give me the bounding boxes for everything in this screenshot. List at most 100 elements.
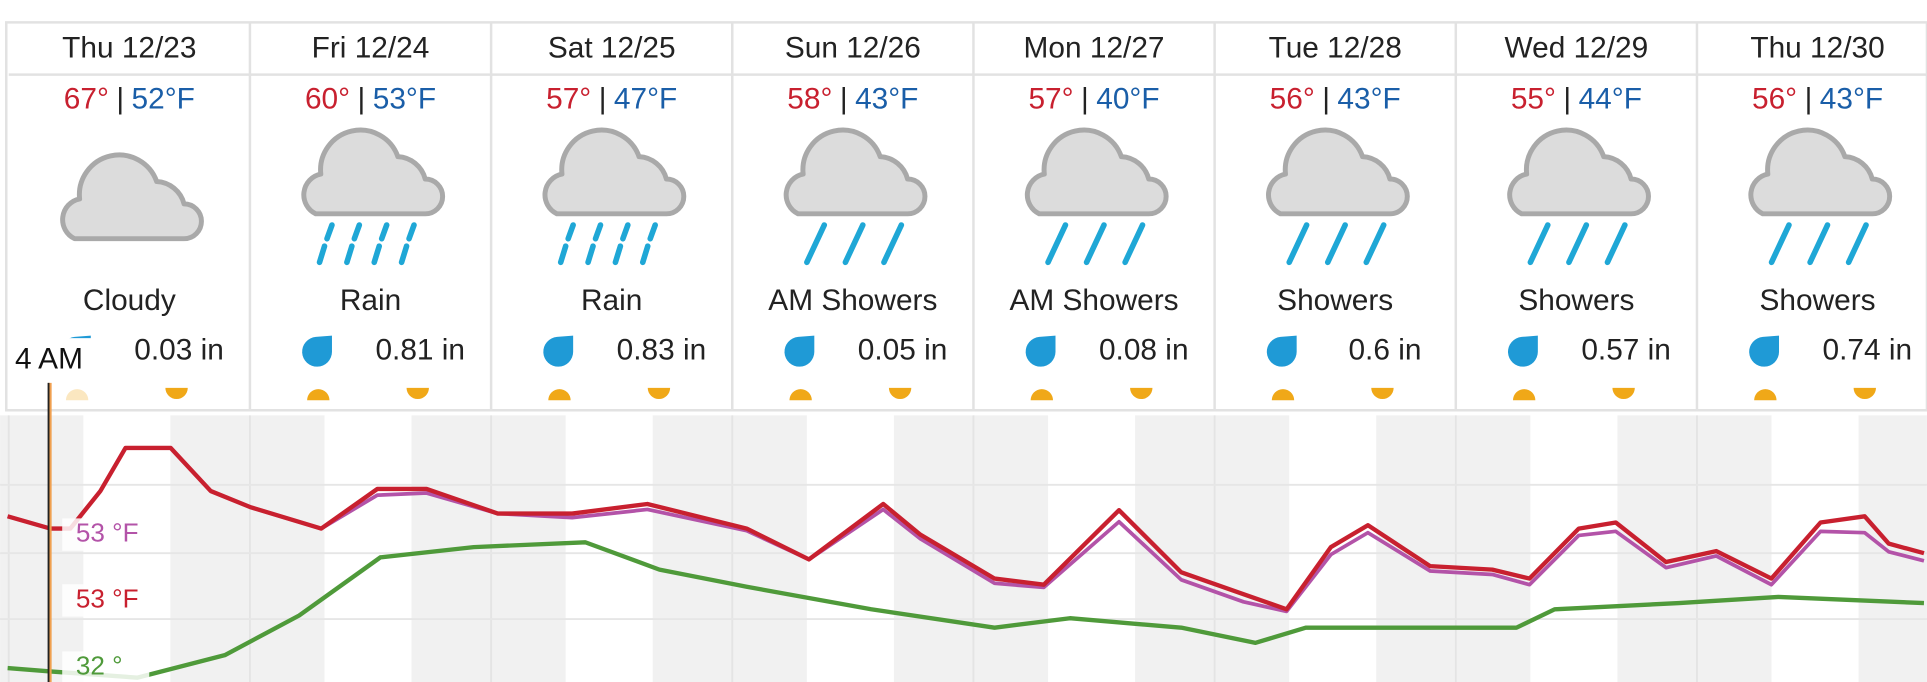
separator: | [840, 83, 848, 116]
temperature-graph: 4 AM 53 °F 53 °F 32 ° [0, 338, 1927, 682]
rain-streak [804, 222, 828, 266]
temps: 57° | 40°F [1028, 83, 1159, 116]
rain-streak [1566, 222, 1590, 266]
rain-streak [639, 243, 651, 266]
moon-icon [406, 387, 429, 400]
high-temp: 55° [1511, 83, 1556, 116]
cursor-readout: 32 ° [76, 650, 123, 680]
high-temp: 67° [64, 83, 109, 116]
rain-streak [371, 243, 383, 266]
precip: 0.6 in [1348, 334, 1421, 367]
sun-icon [789, 389, 812, 401]
cloud-icon [1024, 127, 1169, 217]
rain-streak [1604, 222, 1628, 266]
precip: 0.03 in [134, 334, 224, 367]
cursor-label: 4 AM [15, 342, 83, 375]
readout-bg [62, 651, 150, 682]
night-band [1858, 415, 1927, 682]
precip-drop [784, 335, 815, 367]
separator: | [599, 83, 607, 116]
precip: 0.57 in [1581, 334, 1671, 367]
day-date: Thu 12/23 [62, 32, 196, 65]
cloud-icon [542, 127, 687, 217]
high-temp: 56° [1752, 83, 1797, 116]
high-temp: 56° [1270, 83, 1315, 116]
sun-icon [307, 389, 330, 401]
high-temp: 60° [305, 83, 350, 116]
high-temp: 58° [787, 83, 832, 116]
graph-lines [7, 445, 1925, 680]
moon-icon [1371, 387, 1394, 400]
low-temp: 53°F [373, 83, 436, 116]
sun-icon [1030, 389, 1054, 401]
rain-streak [1122, 222, 1146, 266]
rain-streak [842, 222, 866, 266]
rain-streak [1286, 222, 1310, 266]
separator: | [1563, 83, 1571, 116]
precip: 0.08 in [1099, 334, 1189, 367]
temps: 56° | 43°F [1752, 83, 1883, 116]
cloud-icon [783, 127, 928, 217]
rain-streak [592, 222, 604, 242]
precip-drop [1508, 335, 1538, 367]
rain-streak [565, 222, 576, 242]
cursor-label-bg [9, 338, 95, 381]
rain-streak [398, 243, 410, 266]
temps: 57° | 47°F [546, 83, 677, 116]
cloud-icon [1748, 127, 1893, 217]
rain-streak [557, 243, 569, 266]
sun-icon [548, 389, 571, 401]
rain-streak [378, 222, 390, 242]
day-date: Sat 12/25 [548, 32, 676, 65]
precip-drop [543, 335, 574, 367]
day-date: Sun 12/26 [785, 32, 921, 65]
day-date: Wed 12/29 [1505, 32, 1649, 65]
moon-icon [1130, 387, 1153, 400]
condition: Cloudy [83, 284, 176, 317]
cursor-readout: 53 °F [76, 517, 139, 547]
readout-bg [62, 518, 150, 551]
rain-streak [620, 222, 631, 242]
cloud-icon [1507, 127, 1651, 217]
rain-streak [585, 243, 596, 266]
precip: 0.83 in [617, 334, 707, 367]
precip-drop [1025, 335, 1056, 367]
separator: | [1805, 83, 1813, 116]
low-temp: 43°F [1337, 83, 1400, 116]
rain-streak [1045, 222, 1069, 266]
rain-streak [1363, 222, 1387, 266]
condition: Rain [340, 284, 401, 317]
sun-icon [1754, 389, 1777, 401]
graph-background [0, 415, 1927, 682]
night-band [893, 415, 1049, 682]
moon-icon [1853, 387, 1876, 400]
low-temp: 43°F [855, 83, 918, 116]
temperature-line [7, 540, 1925, 680]
precip: 0.74 in [1822, 334, 1912, 367]
condition: Rain [581, 284, 642, 317]
separator: | [1322, 83, 1330, 116]
condition: Showers [1277, 284, 1393, 317]
readout-bg [62, 584, 150, 617]
rain-streak [1083, 222, 1107, 266]
day-date: Tue 12/28 [1269, 32, 1402, 65]
condition: AM Showers [1009, 284, 1178, 317]
low-temp: 40°F [1096, 83, 1159, 116]
rain-streak [881, 222, 905, 266]
rain-streak [351, 222, 363, 242]
precip-drop [1749, 335, 1780, 367]
sun-icon [65, 389, 89, 401]
precip-drop [1266, 335, 1297, 367]
precip: 0.05 in [858, 334, 948, 367]
night-band [1135, 415, 1290, 682]
rain-streak [1768, 222, 1792, 266]
day-date: Mon 12/27 [1024, 32, 1165, 65]
condition: Showers [1760, 284, 1876, 317]
temps: 58° | 43°F [787, 83, 918, 116]
sun-icon [1512, 389, 1536, 401]
cloud-icon [60, 152, 204, 242]
condition: Showers [1518, 284, 1634, 317]
cloud-icon [1266, 127, 1410, 217]
